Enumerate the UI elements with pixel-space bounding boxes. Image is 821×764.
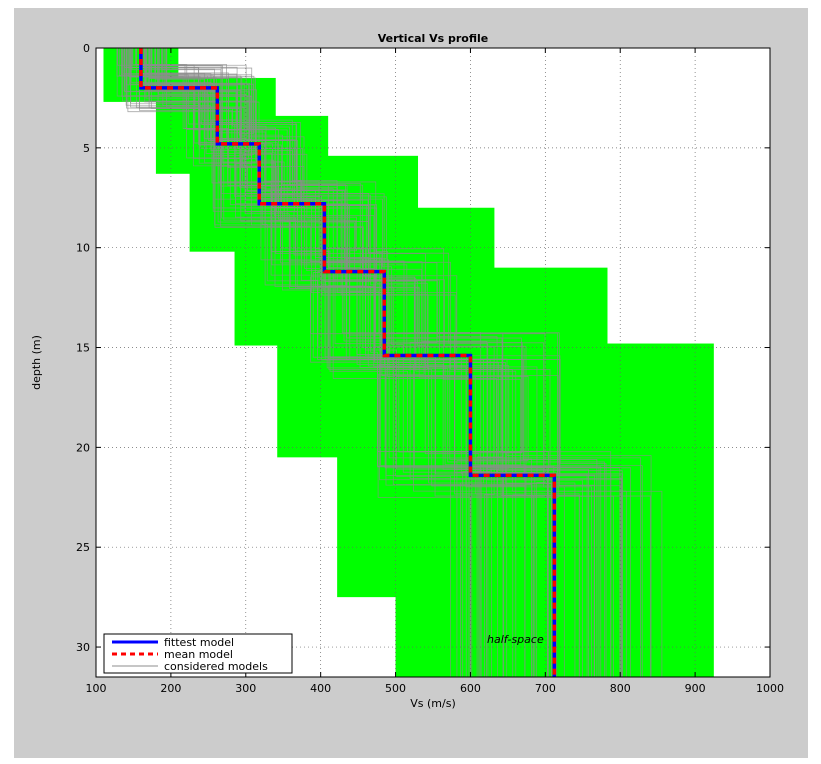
considered-model-66 bbox=[122, 48, 623, 677]
x-tick-label-700: 700 bbox=[535, 682, 556, 695]
x-axis-title: Vs (m/s) bbox=[410, 697, 456, 710]
x-tick-label-600: 600 bbox=[460, 682, 481, 695]
x-tick-label-800: 800 bbox=[610, 682, 631, 695]
considered-model-28 bbox=[117, 48, 484, 677]
considered-model-20 bbox=[120, 48, 627, 677]
considered-model-62 bbox=[127, 48, 643, 677]
plot-border bbox=[95, 47, 771, 678]
x-tick-label-200: 200 bbox=[160, 682, 181, 695]
considered-model-18 bbox=[161, 48, 583, 677]
considered-model-64 bbox=[116, 48, 590, 677]
y-tick-label-10: 10 bbox=[76, 242, 90, 255]
grid-layer bbox=[96, 48, 770, 677]
y-axis-title: depth (m) bbox=[30, 335, 43, 390]
considered-model-33 bbox=[142, 48, 623, 677]
x-tick-label-100: 100 bbox=[86, 682, 107, 695]
chart-title: Vertical Vs profile bbox=[378, 32, 489, 45]
considered-model-56 bbox=[151, 48, 552, 677]
considered-model-8 bbox=[150, 48, 652, 677]
y-tick-label-15: 15 bbox=[76, 342, 90, 355]
series-layer bbox=[139, 48, 557, 677]
considered-model-40 bbox=[165, 48, 527, 677]
considered-model-48 bbox=[164, 48, 554, 677]
x-tick-label-1000: 1000 bbox=[756, 682, 784, 695]
considered-model-70 bbox=[127, 48, 505, 677]
considered-model-14 bbox=[139, 48, 607, 677]
considered-model-30 bbox=[135, 48, 523, 677]
x-tick-label-300: 300 bbox=[235, 682, 256, 695]
considered-model-25 bbox=[159, 48, 663, 677]
considered-model-22 bbox=[116, 48, 495, 677]
considered-model-69 bbox=[123, 48, 546, 677]
x-tick-label-500: 500 bbox=[385, 682, 406, 695]
half-space-annotation: half-space bbox=[487, 633, 544, 646]
x-tick-label-400: 400 bbox=[310, 682, 331, 695]
considered-model-55 bbox=[140, 48, 532, 677]
x-tick-label-900: 900 bbox=[685, 682, 706, 695]
legend-label-mean-model: mean model bbox=[164, 648, 233, 661]
ticks-layer: 100 200 300 400 500 600 700 800 900 1000 0 5 10 15 20 2… bbox=[76, 42, 784, 695]
considered-model-47 bbox=[148, 48, 600, 677]
y-tick-label-25: 25 bbox=[76, 541, 90, 554]
y-tick-label-20: 20 bbox=[76, 441, 90, 454]
y-tick-label-30: 30 bbox=[76, 641, 90, 654]
considered-model-68 bbox=[135, 48, 576, 677]
considered-model-46 bbox=[166, 48, 471, 677]
series-mean-model bbox=[139, 48, 557, 677]
legend-label-considered-models: considered models bbox=[164, 660, 268, 673]
legend: fittest model mean model considered mode… bbox=[103, 633, 293, 674]
considered-model-49 bbox=[121, 48, 491, 677]
legend-label-fittest-model: fittest model bbox=[164, 636, 234, 649]
y-tick-label-5: 5 bbox=[83, 142, 90, 155]
considered-model-65 bbox=[124, 48, 551, 677]
y-tick-label-0: 0 bbox=[83, 42, 90, 55]
